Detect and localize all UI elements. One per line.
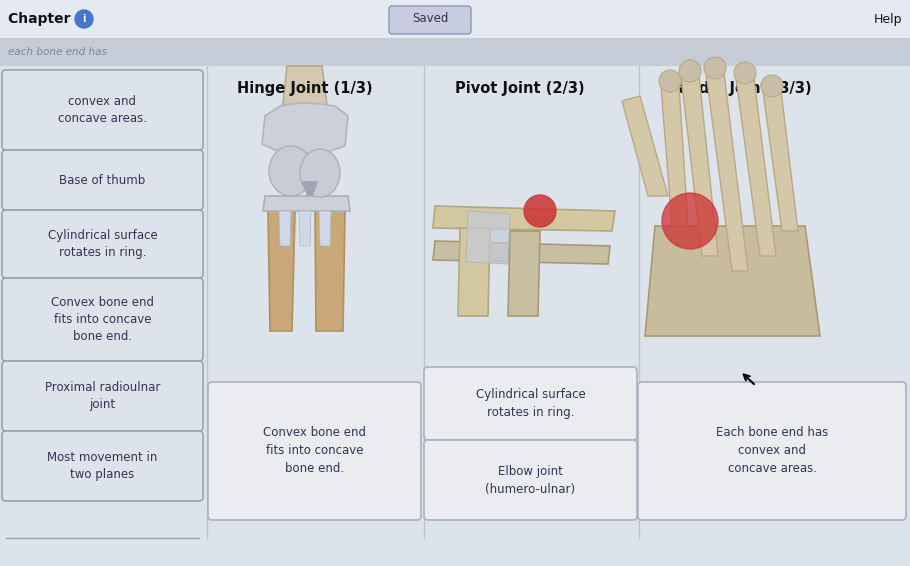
Text: each bone end has: each bone end has <box>8 47 106 57</box>
Bar <box>0 0 910 38</box>
Polygon shape <box>315 211 345 331</box>
Polygon shape <box>706 73 748 271</box>
Circle shape <box>679 60 701 82</box>
Polygon shape <box>433 241 610 264</box>
Text: i: i <box>82 14 86 24</box>
Circle shape <box>662 193 718 249</box>
Polygon shape <box>282 66 328 113</box>
Polygon shape <box>622 96 668 196</box>
Circle shape <box>734 62 756 84</box>
FancyBboxPatch shape <box>2 361 203 431</box>
Polygon shape <box>661 86 688 226</box>
Polygon shape <box>262 103 348 153</box>
FancyBboxPatch shape <box>424 440 637 520</box>
Polygon shape <box>299 211 311 246</box>
FancyBboxPatch shape <box>424 367 637 440</box>
Bar <box>0 38 910 66</box>
Polygon shape <box>302 181 318 196</box>
Text: Each bone end has
convex and
concave areas.: Each bone end has convex and concave are… <box>716 427 828 475</box>
Text: Cylindrical surface
rotates in ring.: Cylindrical surface rotates in ring. <box>476 388 585 419</box>
Circle shape <box>524 195 556 227</box>
FancyBboxPatch shape <box>638 382 906 520</box>
Text: Proximal radioulnar
joint: Proximal radioulnar joint <box>45 381 160 411</box>
FancyBboxPatch shape <box>208 382 421 520</box>
Polygon shape <box>645 226 820 336</box>
Polygon shape <box>763 91 798 231</box>
Bar <box>430 114 630 381</box>
Polygon shape <box>268 211 295 331</box>
Polygon shape <box>433 206 615 231</box>
Text: Convex bone end
fits into concave
bone end.: Convex bone end fits into concave bone e… <box>51 296 154 343</box>
Polygon shape <box>263 196 350 211</box>
FancyBboxPatch shape <box>2 210 203 278</box>
FancyBboxPatch shape <box>2 431 203 501</box>
Circle shape <box>761 75 783 97</box>
Polygon shape <box>736 78 776 256</box>
Text: Base of thumb: Base of thumb <box>59 174 146 187</box>
Text: Hinge Joint (1/3): Hinge Joint (1/3) <box>238 80 373 96</box>
Text: Saddle Joint (3/3): Saddle Joint (3/3) <box>668 80 812 96</box>
FancyBboxPatch shape <box>2 70 203 150</box>
Ellipse shape <box>269 146 313 196</box>
Bar <box>210 114 415 381</box>
Polygon shape <box>458 228 490 316</box>
Circle shape <box>659 70 681 92</box>
Ellipse shape <box>300 149 340 197</box>
Text: Cylindrical surface
rotates in ring.: Cylindrical surface rotates in ring. <box>47 229 157 259</box>
Text: Saved: Saved <box>412 12 449 25</box>
Circle shape <box>704 57 726 79</box>
FancyBboxPatch shape <box>389 6 471 34</box>
Polygon shape <box>681 76 718 256</box>
Text: Pivot Joint (2/3): Pivot Joint (2/3) <box>455 80 585 96</box>
Text: Chapter 8: Chapter 8 <box>8 12 86 26</box>
Bar <box>645 114 900 381</box>
Text: convex and
concave areas.: convex and concave areas. <box>58 95 147 125</box>
Polygon shape <box>466 211 510 264</box>
Polygon shape <box>279 211 291 246</box>
Text: Elbow joint
(humero-ulnar): Elbow joint (humero-ulnar) <box>485 465 575 495</box>
Polygon shape <box>508 231 540 316</box>
Text: Help: Help <box>874 12 902 25</box>
Polygon shape <box>319 211 331 246</box>
Text: Convex bone end
fits into concave
bone end.: Convex bone end fits into concave bone e… <box>263 427 366 475</box>
FancyBboxPatch shape <box>2 278 203 361</box>
Circle shape <box>75 10 93 28</box>
FancyBboxPatch shape <box>2 150 203 210</box>
Text: Most movement in
two planes: Most movement in two planes <box>47 451 157 481</box>
